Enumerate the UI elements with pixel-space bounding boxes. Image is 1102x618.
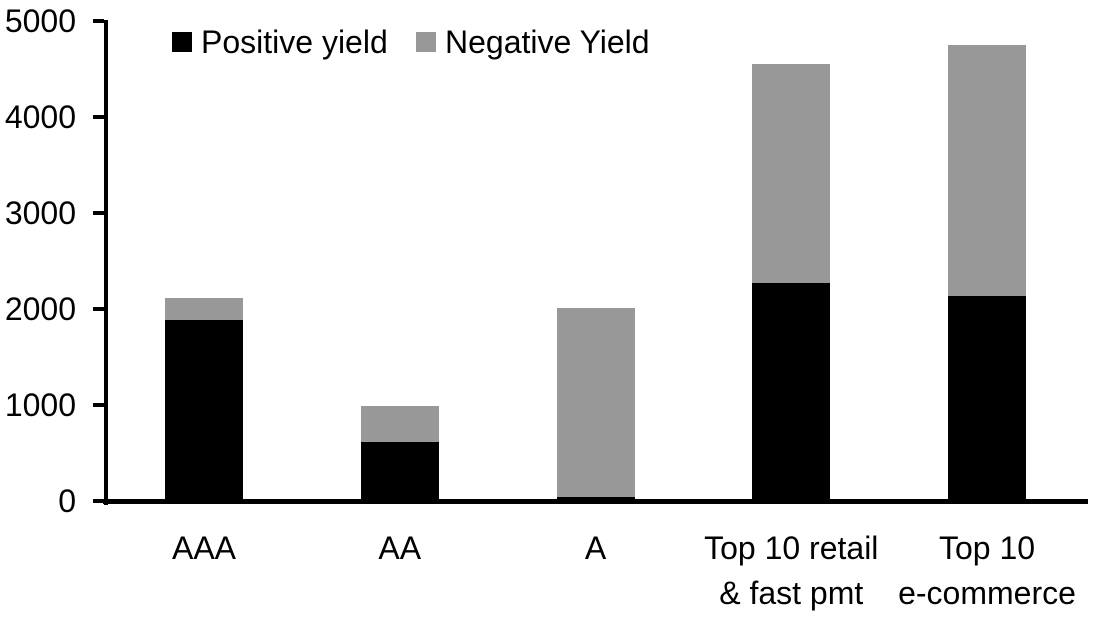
bar-segment-aaa-negative-yield — [165, 298, 243, 320]
y-axis-tick-label: 5000 — [4, 3, 76, 39]
x-axis-label-top-10-retail-fast-pmt: Top 10 retail & fast pmt — [621, 526, 961, 616]
legend-swatch-icon — [172, 32, 192, 52]
legend-swatch-icon — [416, 32, 436, 52]
bar-segment-a-negative-yield — [556, 308, 635, 498]
x-axis-label-line: AA — [378, 530, 422, 566]
x-axis-label-aa: AA — [230, 526, 570, 571]
x-axis-label-aaa: AAA — [34, 526, 374, 571]
x-axis-label-line: Top 10 retail — [704, 530, 879, 566]
y-axis-line — [104, 20, 108, 505]
legend-label: Negative Yield — [445, 24, 650, 60]
x-axis-label-line: e-commerce — [898, 575, 1076, 611]
y-axis-tick — [93, 307, 104, 311]
x-axis-label-a: A — [426, 526, 766, 571]
legend-label: Positive yield — [201, 24, 388, 60]
x-axis-label-line: AAA — [171, 530, 237, 566]
y-axis-tick-label: 4000 — [4, 99, 76, 135]
bar-segment-top-10-e-commerce-positive-yield — [948, 295, 1026, 501]
bar-segment-a-positive-yield — [556, 497, 635, 501]
x-axis-label-line: A — [584, 530, 607, 566]
bar-segment-top-10-retail-fast-pmt-positive-yield — [752, 283, 831, 501]
bar-segment-aa-positive-yield — [360, 442, 439, 501]
bar-segment-aaa-positive-yield — [165, 319, 243, 501]
y-axis-tick-label: 0 — [58, 483, 76, 519]
y-axis-tick-label: 2000 — [4, 291, 76, 327]
bar-segment-top-10-retail-fast-pmt-negative-yield — [752, 64, 831, 284]
y-axis-tick-label: 1000 — [4, 387, 76, 423]
y-axis-tick — [93, 211, 104, 215]
legend-item-positive-yield: Positive yield — [172, 23, 388, 61]
legend-item-negative-yield: Negative Yield — [416, 23, 650, 61]
y-axis-tick-label: 3000 — [4, 195, 76, 231]
y-axis-tick — [93, 499, 104, 503]
bar-segment-aa-negative-yield — [360, 405, 439, 443]
y-axis-tick — [93, 19, 104, 23]
y-axis-tick — [93, 115, 104, 119]
x-axis-line — [103, 499, 1088, 504]
x-axis-label-line: & fast pmt — [719, 575, 864, 611]
y-axis-tick — [93, 403, 104, 407]
x-axis-label-line: Top 10 — [938, 530, 1036, 566]
x-axis-label-top-10-e-commerce: Top 10 e-commerce — [817, 526, 1102, 616]
bar-segment-top-10-e-commerce-negative-yield — [948, 45, 1026, 296]
